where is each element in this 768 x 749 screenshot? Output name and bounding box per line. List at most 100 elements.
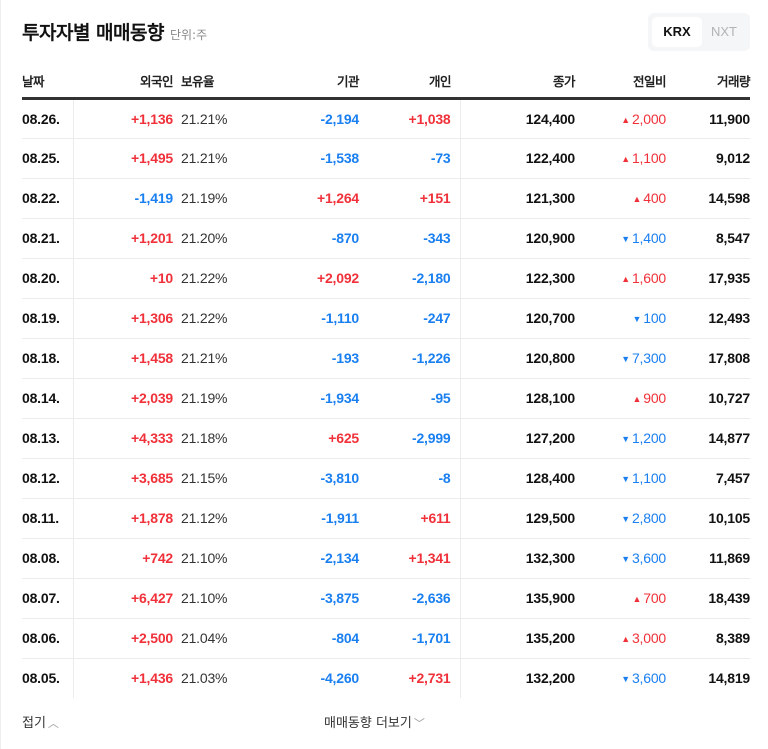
cell-change: ▲ 700 bbox=[575, 578, 666, 619]
cell-change: ▼ 7,300 bbox=[575, 338, 666, 379]
table-row: 08.11. +1,878 21.12% -1,911 +611 129,500 ▼ 2,80… bbox=[22, 498, 750, 539]
cell-individual: +611 bbox=[359, 498, 461, 539]
change-value: 1,400 bbox=[631, 230, 666, 246]
triangle-down-icon: ▼ bbox=[621, 354, 630, 364]
col-header-ratio: 보유율 bbox=[173, 64, 237, 100]
cell-foreign: +6,427 bbox=[73, 578, 173, 619]
cell-ratio: 21.15% bbox=[173, 458, 237, 499]
cell-close: 132,300 bbox=[460, 538, 575, 579]
cell-change: ▲ 1,100 bbox=[575, 138, 666, 179]
cell-individual: -1,226 bbox=[359, 338, 461, 379]
triangle-down-icon: ▼ bbox=[621, 474, 630, 484]
cell-close: 120,700 bbox=[460, 298, 575, 339]
table-row: 08.20. +10 21.22% +2,092 -2,180 122,300 ▲ 1,600… bbox=[22, 258, 750, 299]
col-header-change: 전일비 bbox=[575, 64, 667, 100]
cell-institution: -804 bbox=[237, 618, 359, 659]
change-value: 2,000 bbox=[631, 110, 666, 127]
cell-change: ▲ 3,000 bbox=[575, 618, 666, 659]
triangle-up-icon: ▲ bbox=[621, 634, 630, 644]
cell-volume: 14,598 bbox=[666, 178, 750, 219]
change-value: 3,600 bbox=[631, 550, 666, 566]
cell-individual: -8 bbox=[359, 458, 461, 499]
cell-change: ▼ 3,600 bbox=[575, 538, 666, 579]
change-value: 700 bbox=[643, 590, 666, 606]
triangle-up-icon: ▲ bbox=[621, 114, 630, 125]
fold-label: 접기 bbox=[22, 716, 46, 731]
cell-close: 128,400 bbox=[460, 458, 575, 499]
market-toggle-nxt[interactable]: NXT bbox=[711, 24, 737, 39]
cell-volume: 17,808 bbox=[666, 338, 750, 379]
change-value: 2,800 bbox=[631, 510, 666, 526]
table-row: 08.12. +3,685 21.15% -3,810 -8 128,400 ▼ 1,100 7… bbox=[22, 458, 750, 499]
cell-ratio: 21.10% bbox=[173, 578, 237, 619]
cell-date: 08.18. bbox=[22, 338, 74, 379]
cell-individual: -2,180 bbox=[359, 258, 461, 299]
cell-institution: -2,134 bbox=[237, 538, 359, 579]
cell-date: 08.08. bbox=[22, 538, 74, 579]
cell-foreign: +1,306 bbox=[73, 298, 173, 339]
cell-ratio: 21.22% bbox=[173, 298, 237, 339]
cell-ratio: 21.21% bbox=[173, 98, 237, 139]
cell-date: 08.12. bbox=[22, 458, 74, 499]
cell-volume: 7,457 bbox=[666, 458, 750, 499]
cell-ratio: 21.22% bbox=[173, 258, 237, 299]
col-header-individual: 개인 bbox=[359, 64, 460, 100]
change-value: 7,300 bbox=[631, 350, 666, 366]
cell-institution: -193 bbox=[237, 338, 359, 379]
cell-institution: +1,264 bbox=[237, 178, 359, 219]
col-header-foreign: 외국인 bbox=[73, 64, 174, 100]
cell-ratio: 21.03% bbox=[181, 670, 228, 687]
cell-change: ▲ 900 bbox=[575, 378, 666, 419]
cell-foreign: +1,878 bbox=[73, 498, 173, 539]
cell-institution: -1,538 bbox=[237, 138, 359, 179]
cell-close: 127,200 bbox=[460, 418, 575, 459]
cell-institution: -3,810 bbox=[237, 458, 359, 499]
cell-ratio: 21.10% bbox=[173, 538, 237, 579]
change-value: 3,600 bbox=[631, 670, 666, 687]
cell-change: ▲ 1,600 bbox=[575, 258, 666, 299]
cell-date: 08.25. bbox=[22, 138, 74, 179]
cell-institution: -1,911 bbox=[237, 498, 359, 539]
triangle-down-icon: ▼ bbox=[621, 554, 630, 564]
cell-close: 124,400 bbox=[460, 98, 575, 139]
cell-institution: -4,260 bbox=[320, 670, 360, 687]
cell-volume: 8,389 bbox=[666, 618, 750, 659]
table-row: 08.26. +1,136 21.21% -2,194 +1,038 124,400 ▲ 2,… bbox=[22, 98, 750, 139]
table-header-row: 날짜 외국인 보유율 기관 개인 종가 전일비 거래량 bbox=[22, 64, 751, 100]
col-header-date: 날짜 bbox=[22, 64, 73, 100]
cell-change: ▼ 1,200 bbox=[575, 418, 666, 459]
cell-close: 122,400 bbox=[460, 138, 575, 179]
more-trading-button[interactable]: 매매동향 더보기 ﹀ bbox=[324, 712, 425, 731]
cell-institution: -2,194 bbox=[237, 98, 359, 139]
change-value: 1,100 bbox=[631, 470, 666, 486]
col-header-close: 종가 bbox=[460, 64, 576, 100]
cell-foreign: +10 bbox=[73, 258, 173, 299]
cell-institution: -3,875 bbox=[237, 578, 359, 619]
table-row: 08.06. +2,500 21.04% -804 -1,701 135,200 ▲ 3,00… bbox=[22, 618, 750, 659]
cell-volume: 18,439 bbox=[666, 578, 750, 619]
cell-foreign: +1,436 bbox=[130, 670, 173, 687]
market-toggle-krx[interactable]: KRX bbox=[652, 17, 702, 47]
triangle-down-icon: ▼ bbox=[621, 234, 630, 244]
table-row: 08.13. +4,333 21.18% +625 -2,999 127,200 ▼ 1,20… bbox=[22, 418, 750, 459]
cell-foreign: +4,333 bbox=[73, 418, 173, 459]
cell-ratio: 21.04% bbox=[173, 618, 237, 659]
col-header-volume: 거래량 bbox=[666, 64, 751, 100]
panel-header: 투자자별 매매동향 단위:주 bbox=[22, 18, 207, 46]
cell-institution: -1,110 bbox=[237, 298, 359, 339]
triangle-down-icon: ▼ bbox=[621, 674, 630, 685]
change-value: 900 bbox=[643, 390, 666, 406]
cell-individual: -2,636 bbox=[359, 578, 461, 619]
cell-foreign: -1,419 bbox=[73, 178, 173, 219]
cell-volume: 8,547 bbox=[666, 218, 750, 259]
cell-close: 120,900 bbox=[460, 218, 575, 259]
cell-volume: 9,012 bbox=[666, 138, 750, 179]
cell-volume: 14,877 bbox=[666, 418, 750, 459]
fold-button[interactable]: 접기 ︿ bbox=[22, 712, 59, 731]
cell-close: 122,300 bbox=[460, 258, 575, 299]
unit-label: 단위:주 bbox=[169, 28, 208, 42]
cell-date: 08.07. bbox=[22, 578, 74, 619]
cell-foreign: +1,136 bbox=[73, 98, 173, 139]
cell-individual: +151 bbox=[359, 178, 461, 219]
